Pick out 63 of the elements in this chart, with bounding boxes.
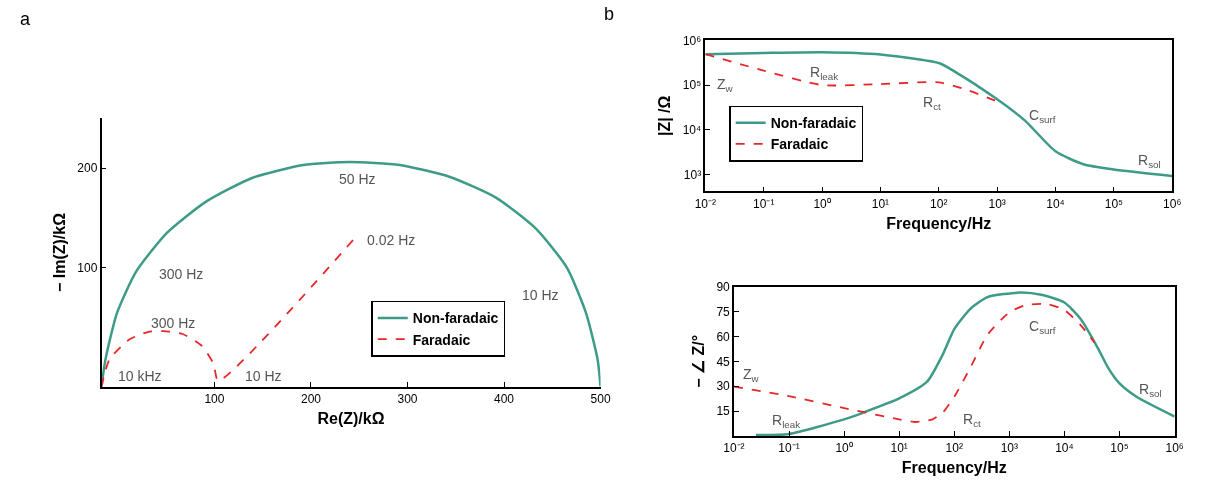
text: b	[604, 4, 615, 24]
annotation: 10 Hz	[245, 368, 282, 384]
x-tick-label: 10⁴	[1046, 196, 1065, 211]
y-tick-label: 10⁴	[682, 122, 702, 137]
x-tick-label: 10²	[945, 441, 963, 456]
y-axis-title: − Im(Z)/kΩ	[50, 212, 68, 293]
annotation: C$_{surf}$	[1029, 318, 1056, 336]
x-tick-label: 10³	[1000, 441, 1019, 456]
y-axis-title: |Z| /Ω	[656, 95, 674, 137]
annotation: Z$_{w}$	[717, 76, 734, 94]
y-axis-title: − ∠ Z/°	[689, 334, 707, 388]
x-tick-label: 400	[494, 391, 515, 406]
annotation: Z$_{w}$	[743, 366, 760, 384]
y-tick-label: 10⁶	[682, 33, 702, 48]
x-axis-title: Frequency/Hz	[901, 459, 1007, 477]
annotation: C$_{surf}$	[1029, 107, 1056, 125]
x-tick-label: 500	[590, 391, 611, 406]
y-tick-label: 10³	[683, 167, 702, 182]
line-series	[101, 238, 355, 387]
annotation: 300 Hz	[159, 266, 204, 282]
x-tick-label: 10²	[930, 196, 948, 211]
text: a	[20, 9, 31, 29]
legend-label: Faradaic	[412, 331, 471, 348]
annotation: 0.02 Hz	[367, 232, 416, 248]
annotation: R$_{ct}$	[923, 94, 942, 112]
x-tick-label: 10³	[988, 196, 1006, 211]
annotation: R$_{leak}$	[772, 412, 801, 430]
x-axis-title: Frequency/Hz	[886, 214, 992, 232]
y-tick-label: 30	[716, 379, 731, 394]
x-tick-label: 10¹	[890, 441, 908, 456]
y-tick-label: 45	[716, 354, 731, 369]
x-tick-label: 10⁻²	[694, 196, 717, 211]
annotation: R$_{leak}$	[810, 64, 839, 82]
x-tick-label: 10⁵	[1104, 196, 1124, 211]
x-tick-label: 10⁰	[835, 441, 853, 456]
y-tick-label: 90	[716, 280, 731, 295]
x-tick-label: 10¹	[871, 196, 890, 211]
y-tick-label: 10⁵	[682, 78, 702, 93]
x-tick-label: 10⁻¹	[778, 441, 800, 456]
x-tick-label: 10⁴	[1055, 441, 1074, 456]
x-tick-label: 10⁵	[1110, 441, 1129, 456]
x-axis-title: Re(Z)/kΩ	[317, 410, 385, 428]
annotation: R$_{ct}$	[963, 411, 982, 429]
annotation: 10 Hz	[522, 287, 559, 303]
x-tick-label: 10⁶	[1163, 196, 1182, 211]
annotation: 50 Hz	[339, 171, 376, 187]
y-tick-label: 60	[716, 329, 731, 344]
x-tick-label: 100	[204, 391, 225, 406]
annotation: 10 kHz	[118, 368, 162, 384]
x-tick-label: 300	[397, 391, 418, 406]
legend-label: Faradaic	[770, 136, 829, 153]
x-tick-label: 10⁻¹	[753, 196, 775, 211]
annotation: R$_{sol}$	[1138, 152, 1161, 170]
x-tick-label: 10⁻²	[723, 441, 745, 456]
annotation: 300 Hz	[151, 315, 196, 331]
x-tick-label: 10⁶	[1165, 441, 1184, 456]
y-tick-label: 15	[716, 404, 731, 419]
legend-label: Non-faradaic	[412, 310, 499, 327]
x-tick-label: 200	[300, 391, 322, 406]
x-tick-label: 10⁰	[813, 196, 831, 211]
legend-label: Non-faradaic	[770, 115, 857, 132]
annotation: R$_{sol}$	[1139, 381, 1162, 399]
y-tick-label: 75	[716, 304, 731, 319]
